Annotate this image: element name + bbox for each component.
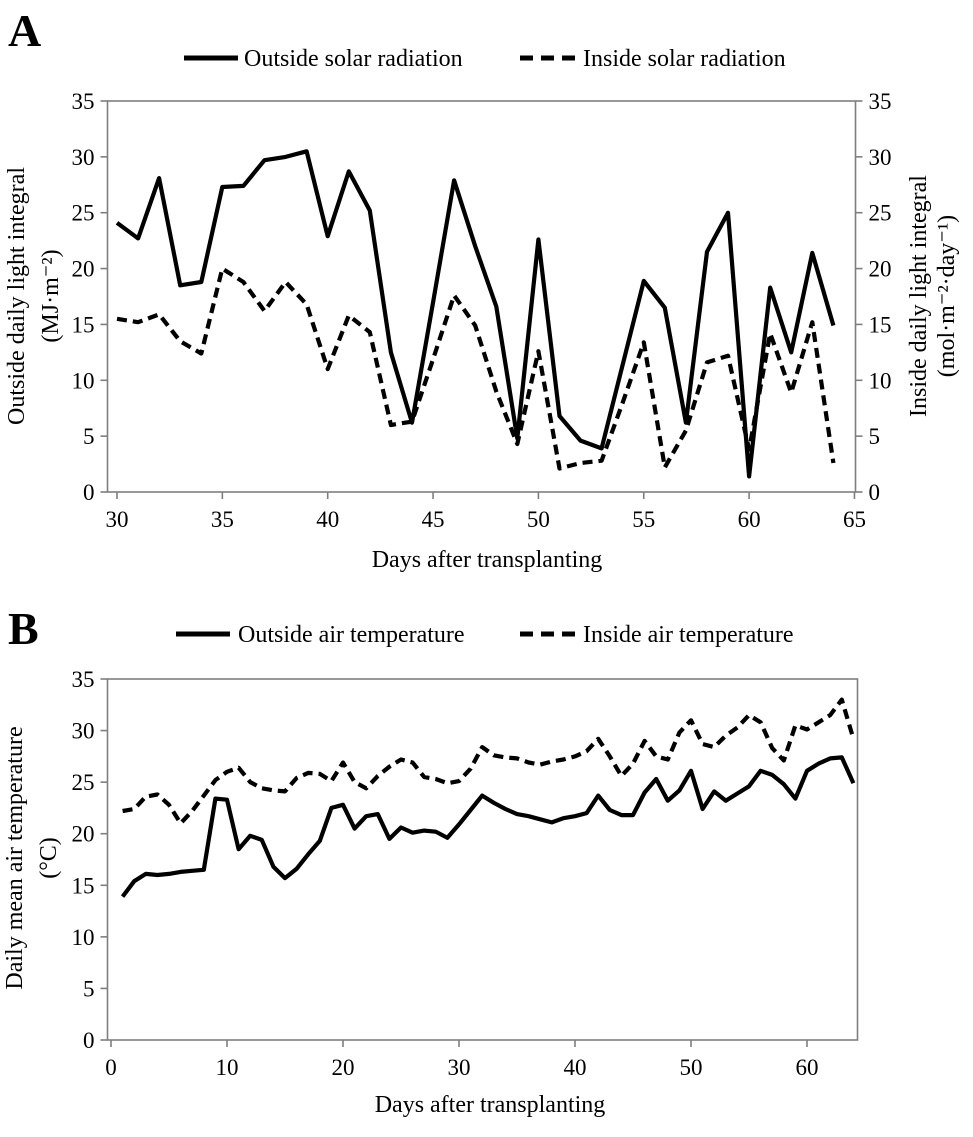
y-right-tick-label: 25 <box>869 201 892 226</box>
panel-b-series <box>120 697 856 898</box>
panel-b-axes: 0 5 10 15 20 25 30 35 0 10 20 30 40 50 60 <box>72 667 859 1080</box>
y-left-tick-label: 5 <box>83 976 95 1001</box>
inside-series-line <box>116 266 836 471</box>
x-tick-label: 40 <box>564 1055 587 1080</box>
inside-series-line <box>122 697 856 826</box>
y-left-tick-label: 15 <box>72 312 95 337</box>
legend-inside-temp-label: Inside air temperature <box>583 622 794 648</box>
panel-a-y-left-title-line2: (MJ·m⁻²) <box>38 249 64 342</box>
y-right-tick-label: 35 <box>869 89 892 114</box>
x-tick-label: 10 <box>216 1055 239 1080</box>
x-tick-label: 55 <box>632 507 655 532</box>
y-right-tick-label: 15 <box>869 312 892 337</box>
panel-b-letter: B <box>8 603 39 654</box>
x-tick-label: 50 <box>680 1055 703 1080</box>
y-left-tick-label: 20 <box>72 257 95 282</box>
y-left-tick-label: 10 <box>72 368 95 393</box>
y-left-tick-label: 35 <box>72 89 95 114</box>
y-left-tick-label: 35 <box>72 667 95 692</box>
y-left-tick-label: 25 <box>72 770 95 795</box>
outside-series-line <box>115 149 836 479</box>
panel-b-y-left-title-line1: Daily mean air temperature <box>2 726 28 989</box>
y-right-tick-label: 10 <box>869 368 892 393</box>
x-tick-label: 0 <box>105 1055 117 1080</box>
outside-series-line <box>120 755 856 898</box>
panel-a-legend: Outside solar radiation Inside solar rad… <box>184 46 786 72</box>
y-left-tick-label: 25 <box>72 201 95 226</box>
y-left-tick-label: 20 <box>72 822 95 847</box>
x-tick-label: 60 <box>738 507 761 532</box>
y-left-tick-label: 0 <box>83 1028 95 1053</box>
x-tick-label: 60 <box>796 1055 819 1080</box>
panel-a-y-right-title-line2: (mol·m⁻²·day⁻¹) <box>934 215 960 377</box>
panel-b: B Outside air temperature Inside air tem… <box>2 603 859 1118</box>
legend-outside-solar-label: Outside solar radiation <box>244 46 463 72</box>
x-tick-label: 45 <box>422 507 445 532</box>
y-right-tick-label: 5 <box>869 424 881 449</box>
x-tick-label: 30 <box>448 1055 471 1080</box>
legend-outside-temp-label: Outside air temperature <box>238 622 465 648</box>
legend-inside-solar-label: Inside solar radiation <box>583 46 786 72</box>
y-left-tick-label: 30 <box>72 145 95 170</box>
plot-frame <box>106 678 859 1041</box>
y-right-tick-label: 0 <box>869 480 881 505</box>
panel-b-x-axis-title: Days after transplanting <box>375 1092 606 1118</box>
x-tick-label: 35 <box>211 507 234 532</box>
panel-b-legend: Outside air temperature Inside air tempe… <box>176 622 794 648</box>
y-right-tick-label: 30 <box>869 145 892 170</box>
y-left-tick-label: 30 <box>72 719 95 744</box>
panel-a-letter: A <box>8 5 41 56</box>
panel-a-y-left-title-line1: Outside daily light integral <box>4 167 30 425</box>
y-left-tick-label: 5 <box>83 424 95 449</box>
panel-a-y-right-title-line1: Inside daily light integral <box>906 175 932 417</box>
y-left-tick-label: 10 <box>72 925 95 950</box>
panel-a-x-axis-title: Days after transplanting <box>372 547 603 573</box>
x-tick-label: 30 <box>106 507 129 532</box>
x-tick-label: 40 <box>316 507 339 532</box>
panel-a-series <box>115 149 836 479</box>
x-tick-label: 65 <box>843 507 866 532</box>
y-left-tick-label: 0 <box>83 480 95 505</box>
y-left-tick-label: 15 <box>72 873 95 898</box>
y-right-tick-label: 20 <box>869 257 892 282</box>
plot-frame <box>106 100 857 493</box>
x-tick-label: 20 <box>332 1055 355 1080</box>
panel-a: A Outside solar radiation Inside solar r… <box>4 5 960 573</box>
panel-b-y-left-title-line2: (°C) <box>36 837 62 879</box>
x-tick-label: 50 <box>527 507 550 532</box>
